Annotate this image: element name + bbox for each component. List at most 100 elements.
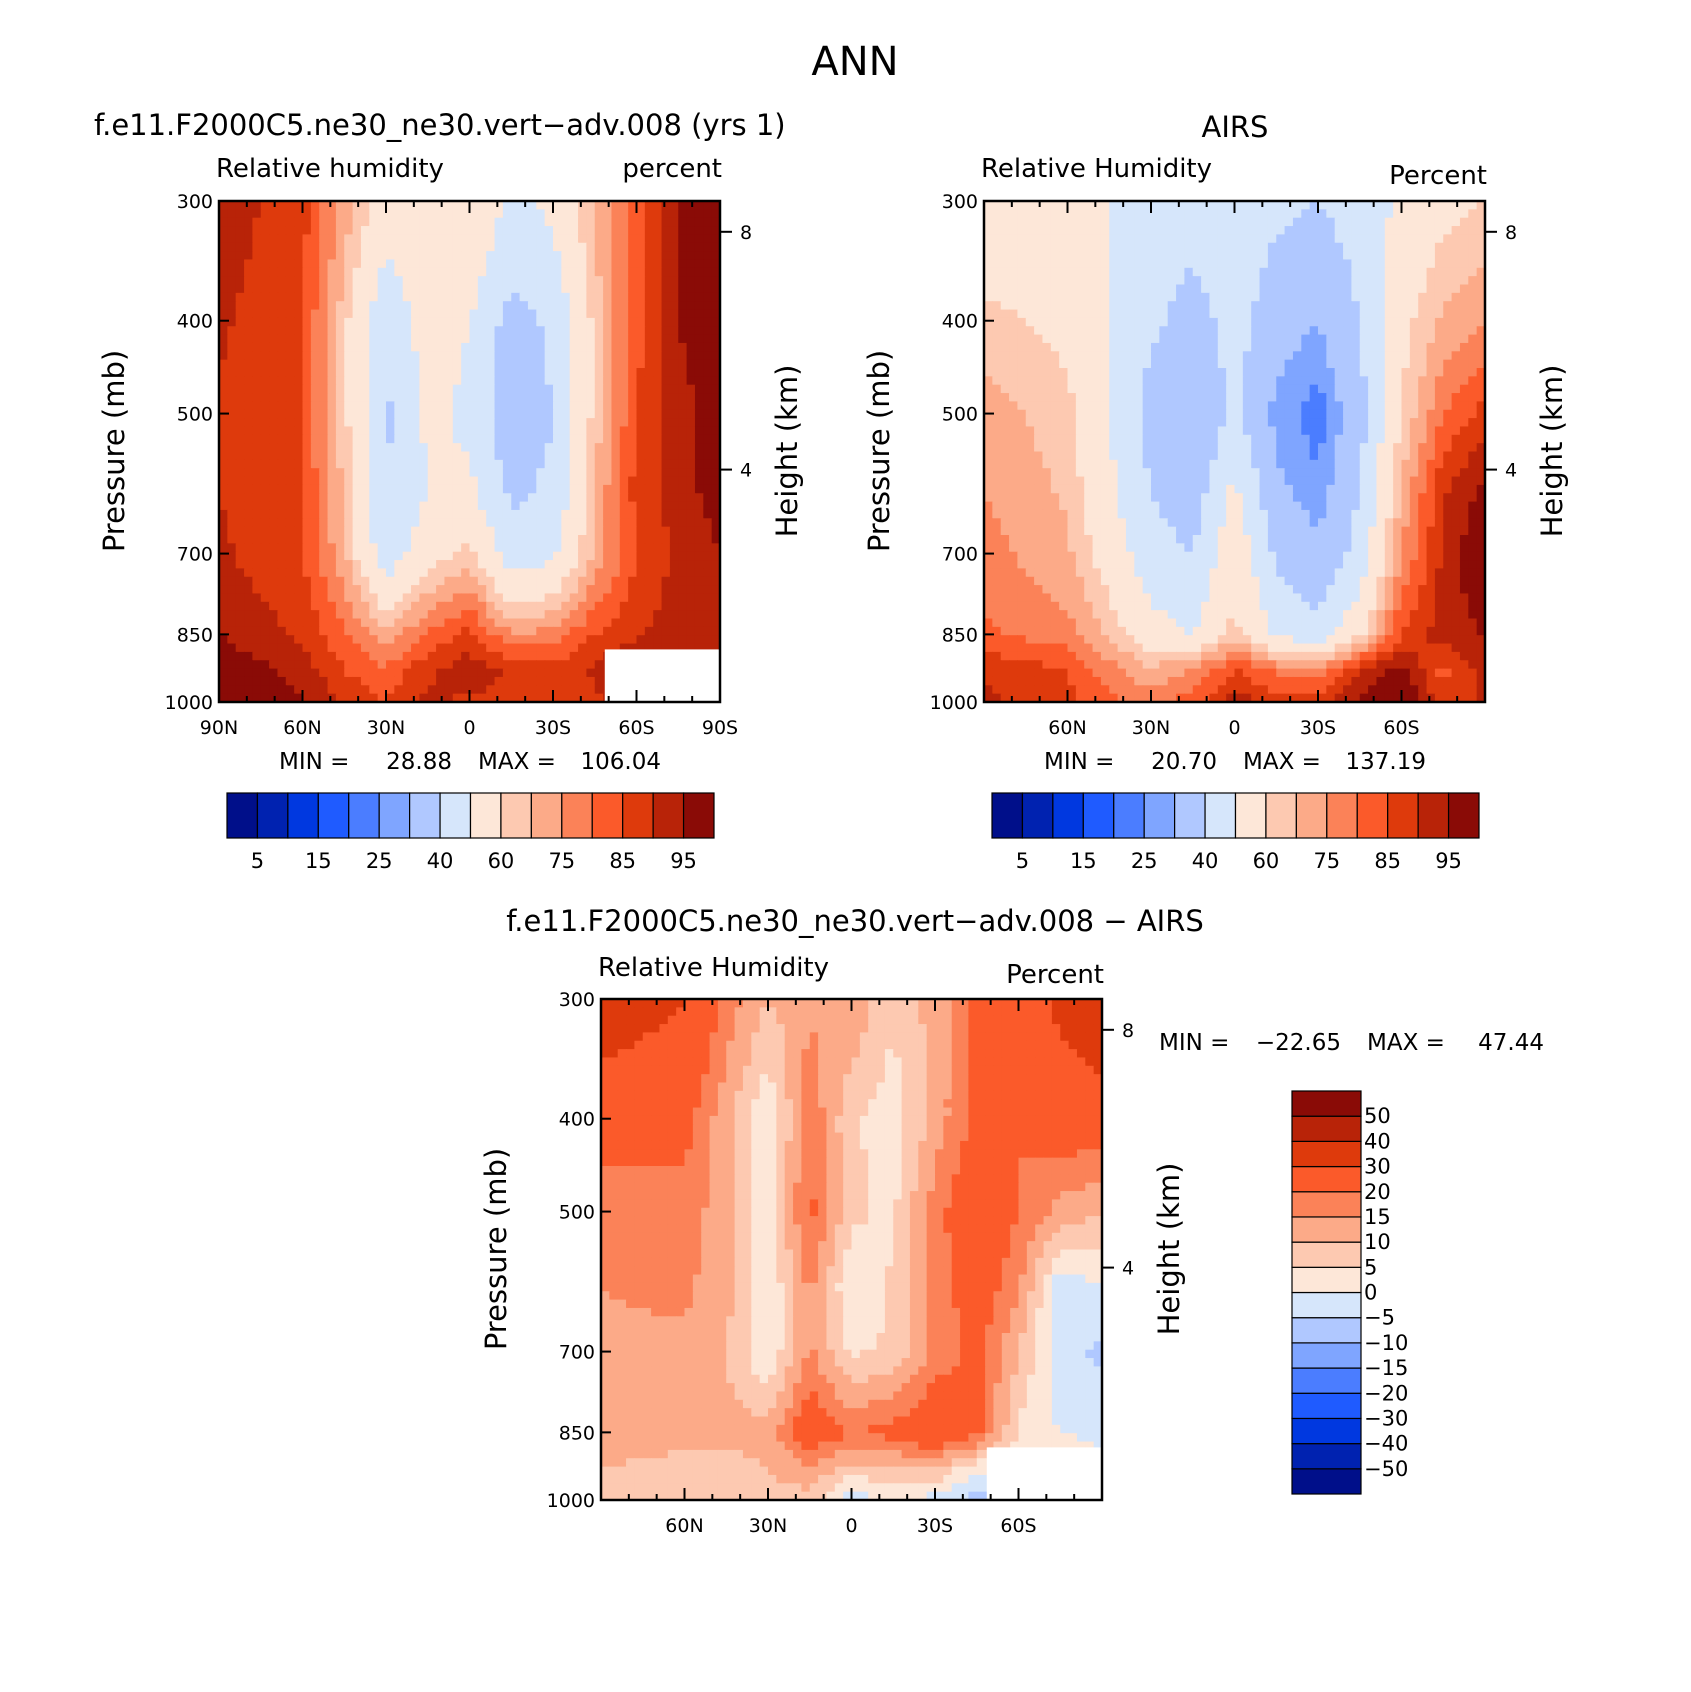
contour-cell	[1118, 343, 1127, 352]
contour-cell	[620, 259, 629, 268]
contour-cell	[1268, 301, 1277, 310]
contour-cell	[428, 293, 437, 302]
contour-cell	[1452, 293, 1461, 302]
contour-cell	[620, 568, 629, 577]
contour-cell	[1068, 351, 1077, 360]
contour-cell	[520, 401, 529, 410]
contour-cell	[628, 301, 637, 310]
contour-cell	[520, 410, 529, 419]
contour-cell	[294, 251, 303, 260]
contour-cell	[1001, 201, 1010, 210]
contour-cell	[1184, 368, 1193, 377]
contour-cell	[1351, 368, 1360, 377]
contour-cell	[1226, 293, 1235, 302]
contour-cell	[511, 393, 520, 402]
panel-model-max-label: MAX =	[478, 749, 556, 775]
contour-cell	[595, 577, 604, 586]
contour-cell	[620, 502, 629, 511]
contour-cell	[303, 543, 312, 552]
contour-cell	[369, 677, 378, 686]
contour-cell	[319, 418, 328, 427]
contour-cell	[628, 635, 637, 644]
contour-cell	[436, 443, 445, 452]
contour-cell	[670, 552, 679, 561]
contour-cell	[470, 301, 479, 310]
contour-cell	[277, 619, 286, 628]
contour-cell	[236, 610, 245, 619]
contour-cell	[628, 360, 637, 369]
contour-cell	[1318, 293, 1327, 302]
contour-cell	[687, 318, 696, 327]
contour-cell	[662, 560, 671, 569]
contour-cell	[436, 435, 445, 444]
contour-cell	[695, 251, 704, 260]
contour-cell	[236, 268, 245, 277]
contour-cell	[428, 401, 437, 410]
contour-cell	[545, 376, 554, 385]
contour-cell	[478, 201, 487, 210]
contour-cell	[1452, 218, 1461, 227]
contour-cell	[394, 568, 403, 577]
contour-cell	[1418, 335, 1427, 344]
contour-cell	[1143, 276, 1152, 285]
colorbar-label: 60	[488, 849, 515, 873]
contour-cell	[1310, 360, 1319, 369]
contour-cell	[1101, 368, 1110, 377]
contour-cell	[1068, 259, 1077, 268]
contour-cell	[227, 527, 236, 536]
contour-cell	[336, 218, 345, 227]
contour-cell	[378, 510, 387, 519]
contour-cell	[486, 510, 495, 519]
contour-cell	[586, 226, 595, 235]
contour-cell	[219, 243, 228, 252]
contour-cell	[453, 368, 462, 377]
contour-cell	[520, 276, 529, 285]
contour-cell	[1026, 259, 1035, 268]
contour-cell	[244, 435, 253, 444]
contour-cell	[236, 685, 245, 694]
contour-cell	[261, 360, 270, 369]
contour-cell	[1143, 218, 1152, 227]
contour-cell	[637, 610, 646, 619]
contour-cell	[553, 410, 562, 419]
contour-cell	[394, 602, 403, 611]
contour-cell	[628, 393, 637, 402]
contour-cell	[428, 234, 437, 243]
contour-cell	[703, 410, 712, 419]
contour-cell	[637, 543, 646, 552]
contour-cell	[344, 610, 353, 619]
contour-cell	[1051, 335, 1060, 344]
contour-cell	[436, 577, 445, 586]
contour-cell	[1360, 326, 1369, 335]
contour-cell	[486, 610, 495, 619]
contour-cell	[653, 259, 662, 268]
contour-cell	[495, 276, 504, 285]
contour-cell	[1402, 285, 1411, 294]
contour-cell	[269, 443, 278, 452]
contour-cell	[1443, 285, 1452, 294]
contour-cell	[511, 677, 520, 686]
contour-cell	[269, 301, 278, 310]
contour-cell	[444, 285, 453, 294]
contour-cell	[1176, 326, 1185, 335]
contour-cell	[536, 652, 545, 661]
contour-cell	[1318, 310, 1327, 319]
contour-cell	[1168, 226, 1177, 235]
contour-cell	[645, 435, 654, 444]
contour-cell	[328, 627, 337, 636]
contour-cell	[620, 268, 629, 277]
contour-cell	[992, 268, 1001, 277]
contour-cell	[219, 602, 228, 611]
contour-cell	[695, 243, 704, 252]
contour-cell	[411, 226, 420, 235]
contour-cell	[653, 276, 662, 285]
contour-cell	[1243, 335, 1252, 344]
contour-cell	[1143, 301, 1152, 310]
contour-cell	[236, 560, 245, 569]
contour-cell	[1452, 343, 1461, 352]
contour-cell	[653, 435, 662, 444]
contour-cell	[244, 426, 253, 435]
contour-cell	[261, 619, 270, 628]
contour-cell	[1418, 293, 1427, 302]
contour-cell	[1159, 326, 1168, 335]
